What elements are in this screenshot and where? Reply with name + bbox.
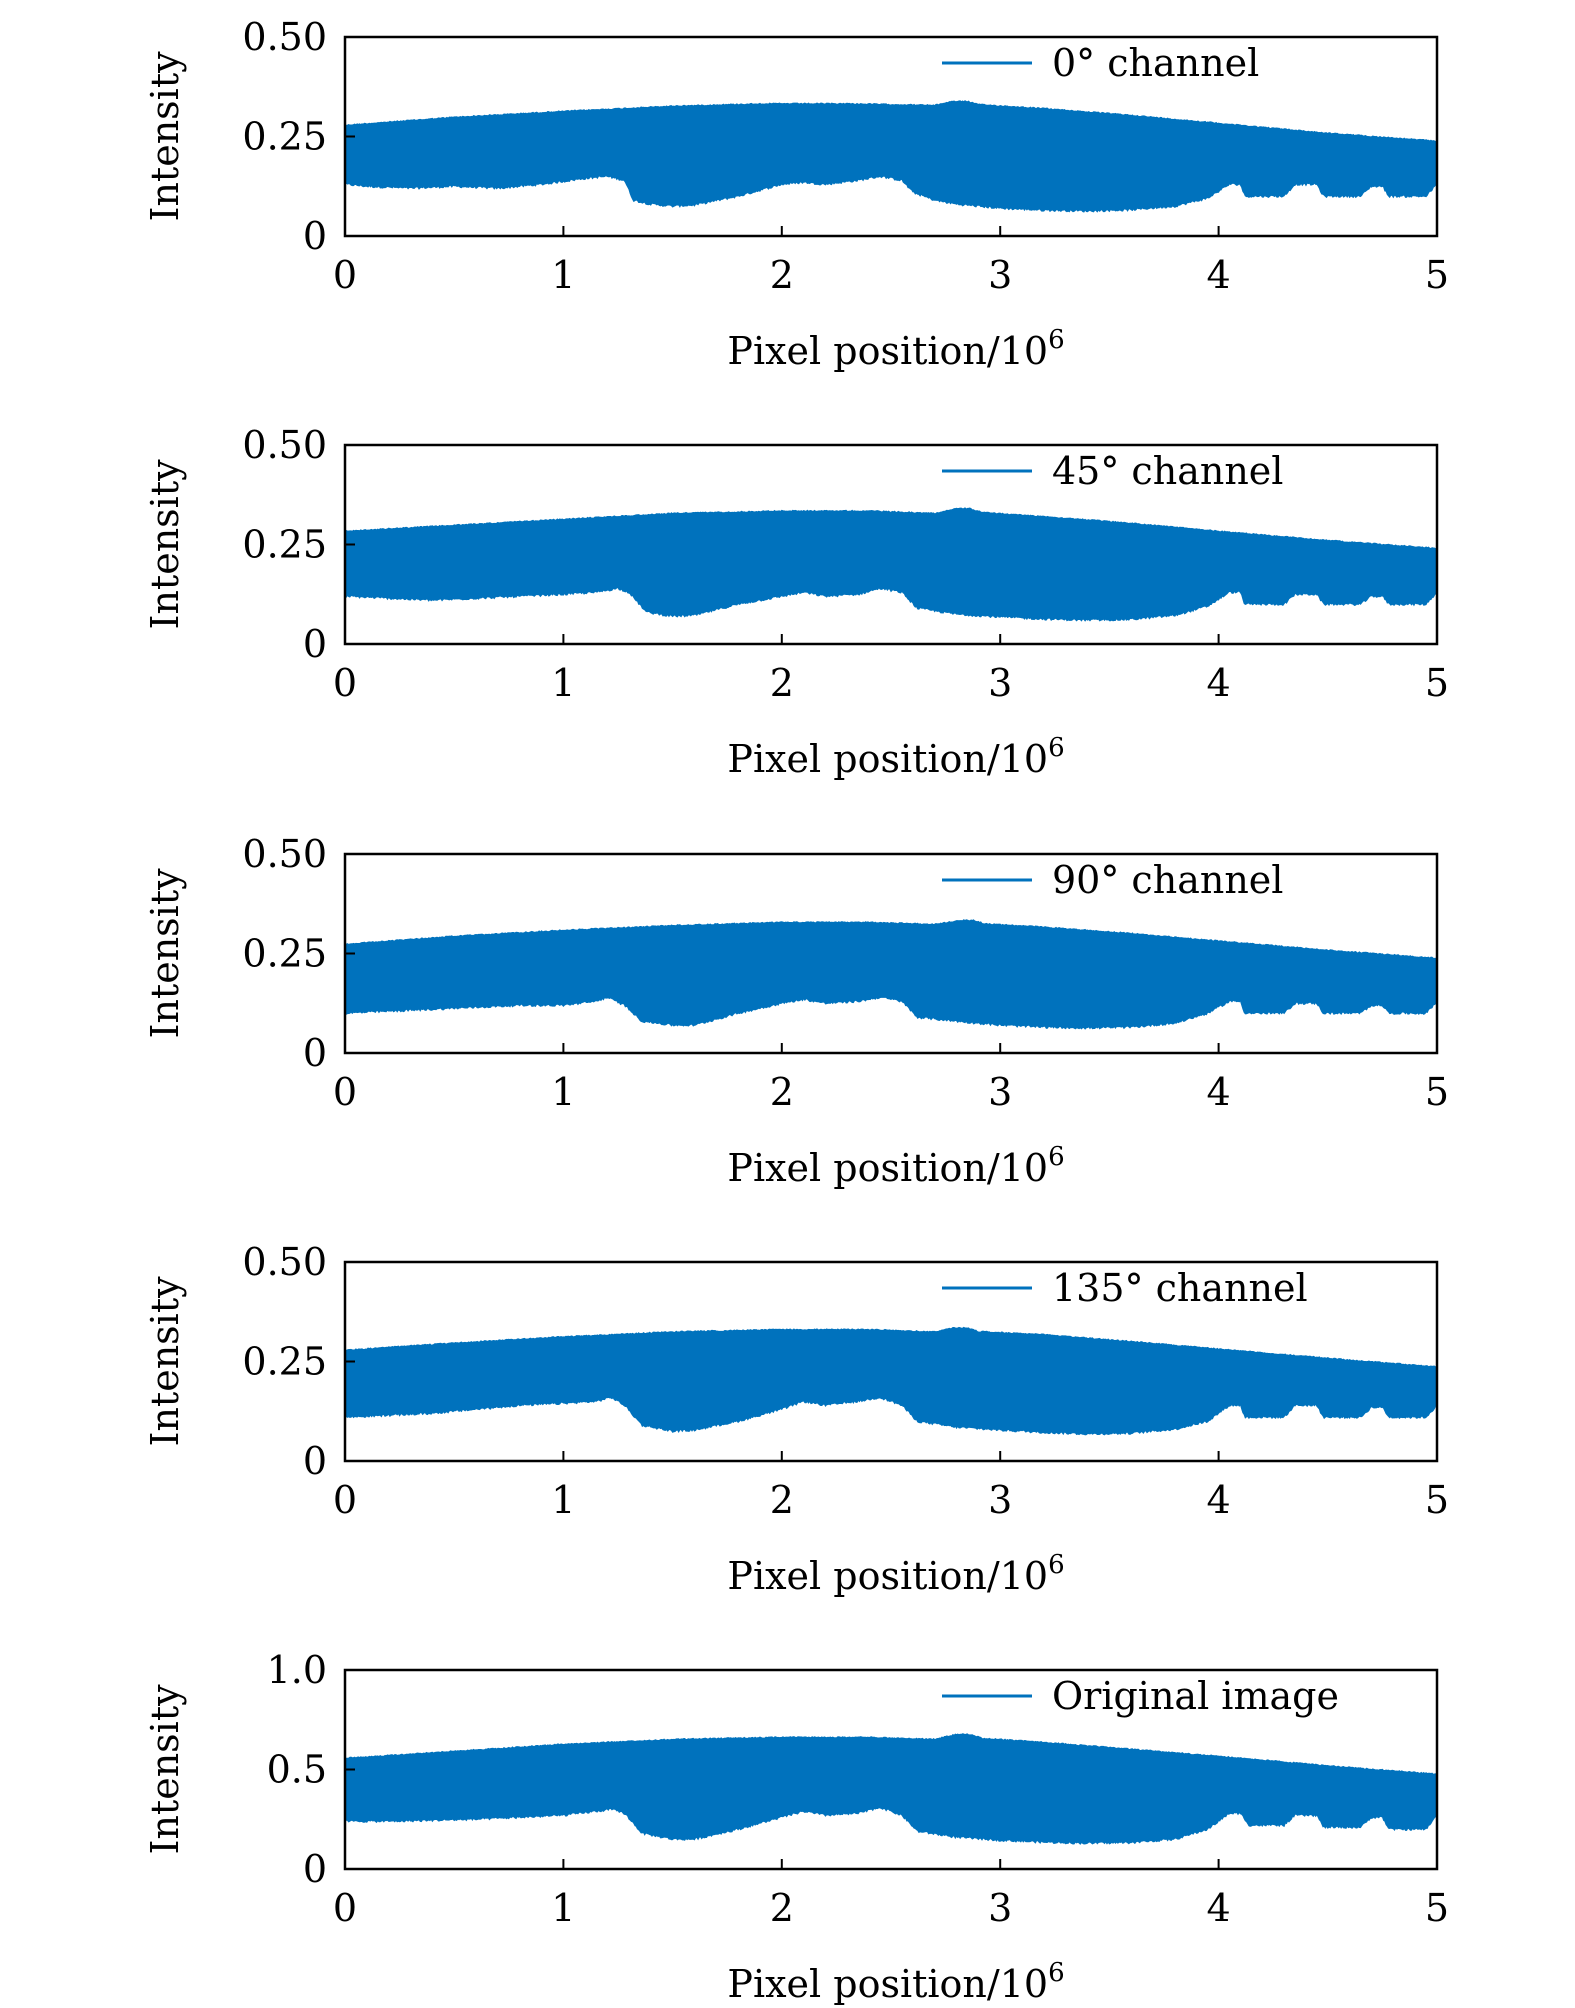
x-tick-label: 4: [1207, 253, 1231, 297]
x-tick-label: 5: [1425, 1886, 1449, 1930]
x-tick-label: 1: [551, 1070, 575, 1114]
y-tick-label: 0: [303, 622, 327, 666]
x-tick-label: 5: [1425, 253, 1449, 297]
y-tick-label: 0: [303, 1439, 327, 1483]
legend-label: 0° channel: [1052, 41, 1259, 85]
x-tick-label: 1: [551, 661, 575, 705]
chart-panel-3: 0 1 2 3 4 5 0 0.25 0.50 Intensity Pixel position/1…: [143, 832, 1449, 1190]
y-tick-label: 0.25: [242, 115, 327, 159]
y-tick-label: 0.5: [267, 1748, 327, 1792]
x-tick-label: 0: [333, 1886, 357, 1930]
legend-label: 90° channel: [1052, 858, 1283, 902]
x-axis-title: Pixel position/106: [727, 1550, 1064, 1598]
x-tick-label: 3: [988, 253, 1012, 297]
x-tick-label: 5: [1425, 1070, 1449, 1114]
x-tick-label: 4: [1207, 1886, 1231, 1930]
y-tick-label: 1.0: [267, 1648, 327, 1692]
y-tick-label: 0.50: [242, 1240, 327, 1284]
x-tick-label: 0: [333, 1478, 357, 1522]
x-tick-label: 3: [988, 1070, 1012, 1114]
x-axis-title: Pixel position/106: [727, 733, 1064, 781]
y-axis-title: Intensity: [143, 51, 187, 222]
y-tick-label: 0.25: [242, 932, 327, 976]
x-axis-title: Pixel position/106: [727, 1958, 1064, 2006]
y-tick-label: 0.50: [242, 832, 327, 876]
x-tick-label: 0: [333, 1070, 357, 1114]
chart-panel-2: 0 1 2 3 4 5 0 0.25 0.50 Intensity Pixel position/1…: [143, 423, 1449, 781]
series-band-2-1: [344, 507, 1438, 622]
x-tick-label: 3: [988, 661, 1012, 705]
x-tick-label: 5: [1425, 661, 1449, 705]
series-band-5-1: [344, 1733, 1438, 1845]
y-tick-label: 0.50: [242, 15, 327, 59]
y-axis-title: Intensity: [143, 1684, 187, 1855]
x-tick-label: 1: [551, 1886, 575, 1930]
x-tick-label: 1: [551, 1478, 575, 1522]
x-tick-label: 4: [1207, 1478, 1231, 1522]
chart-panel-5: 0 1 2 3 4 5 0 0.5 1.0 Intensity Pixel position/106…: [143, 1648, 1449, 2006]
y-axis-title: Intensity: [143, 1276, 187, 1447]
x-tick-label: 4: [1207, 1070, 1231, 1114]
x-tick-label: 2: [770, 1886, 794, 1930]
x-axis-title: Pixel position/106: [727, 1142, 1064, 1190]
y-tick-label: 0: [303, 214, 327, 258]
y-tick-label: 0.25: [242, 1340, 327, 1384]
series-band-4-1: [344, 1326, 1438, 1436]
x-tick-label: 3: [988, 1886, 1012, 1930]
y-axis-title: Intensity: [143, 868, 187, 1039]
y-axis-title: Intensity: [143, 459, 187, 630]
y-tick-label: 0.50: [242, 423, 327, 467]
series-band-1-1: [344, 100, 1438, 213]
x-tick-label: 5: [1425, 1478, 1449, 1522]
x-tick-label: 2: [770, 253, 794, 297]
x-tick-label: 0: [333, 661, 357, 705]
x-tick-label: 2: [770, 1070, 794, 1114]
legend-label: Original image: [1052, 1674, 1339, 1718]
x-tick-label: 2: [770, 1478, 794, 1522]
y-tick-label: 0: [303, 1847, 327, 1891]
legend-label: 45° channel: [1052, 449, 1283, 493]
series-band-3-1: [344, 919, 1438, 1030]
x-tick-label: 4: [1207, 661, 1231, 705]
chart-panel-4: 0 1 2 3 4 5 0 0.25 0.50 Intensity Pixel position/1…: [143, 1240, 1449, 1598]
y-tick-label: 0: [303, 1031, 327, 1075]
x-axis-title: Pixel position/106: [727, 325, 1064, 373]
x-tick-label: 2: [770, 661, 794, 705]
x-tick-label: 1: [551, 253, 575, 297]
y-tick-label: 0.25: [242, 523, 327, 567]
x-tick-label: 3: [988, 1478, 1012, 1522]
legend-label: 135° channel: [1052, 1266, 1308, 1310]
chart-panel-1: 0 1 2 3 4 5 0 0.25 0.50 Intensity Pixel position/1…: [143, 15, 1449, 373]
x-tick-label: 0: [333, 253, 357, 297]
